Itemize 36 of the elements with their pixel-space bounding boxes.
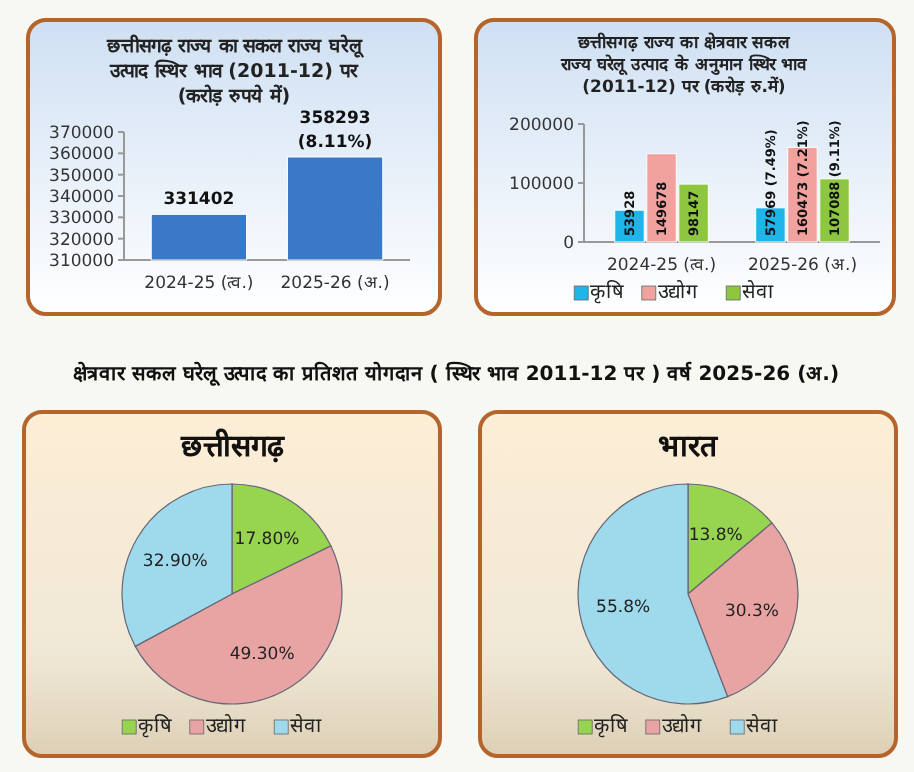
y-tick-label: 100000	[509, 174, 574, 195]
chart-title: छत्तीसगढ़ राज्य का क्षेत्रवार सकल राज्य घरेलू उत्पाद के अनुमान स्थिर भाव (2011-12) पर (करोड़ रु.में)	[559, 32, 809, 98]
x-tick-label: 2024-25 (त्व.)	[144, 274, 254, 294]
legend-label: उद्योग	[205, 714, 246, 738]
x-tick-label: 2024-25 (त्व.)	[606, 256, 717, 276]
data-label: 13.8%	[688, 526, 743, 547]
data-label: 358293 (8.11%)	[297, 108, 373, 153]
y-tick-label: 360000	[49, 145, 114, 166]
legend-label: कृषि	[594, 714, 629, 738]
data-label: 17.80%	[234, 530, 300, 550]
data-label: 55.8%	[596, 598, 651, 619]
y-tick-label: 330000	[49, 209, 114, 230]
y-tick-label: 310000	[49, 251, 114, 272]
chart-title: छत्तीसगढ़ राज्य का सकल राज्य घरेलू उत्पाद स्थिर भाव (2011-12) पर (करोड़ रुपये में)	[105, 34, 365, 108]
legend-label: उद्योग	[661, 714, 702, 738]
legend-label: सेवा	[746, 714, 779, 738]
chart-title: छत्तीसगढ़	[179, 428, 285, 464]
legend-label: कृषि	[590, 280, 625, 304]
legend-label: कृषि	[138, 714, 173, 738]
legend-label: सेवा	[742, 280, 775, 304]
y-tick-label: 0	[563, 233, 574, 254]
data-label: 32.90%	[142, 552, 208, 573]
y-tick-label: 320000	[49, 230, 114, 251]
x-tick-label: 2025-26 (अ.)	[747, 256, 858, 276]
y-tick-label: 370000	[49, 123, 114, 144]
y-tick-label: 350000	[49, 166, 114, 187]
x-tick-label: 2025-26 (अ.)	[280, 274, 390, 294]
text: क्षेत्रवार सकल घरेलू उत्पाद का प्रतिशत योगदान ( स्थिर भाव 2011-12 पर ) वर्ष 2025-26 (अ.)	[72, 360, 840, 388]
series-label: उद्योग	[657, 280, 698, 304]
data-label: 49.30%	[229, 644, 295, 665]
y-tick-label: 340000	[49, 187, 114, 208]
chart-title: भारत	[658, 428, 720, 464]
y-tick-label: 200000	[509, 115, 574, 136]
legend-label: सेवा	[290, 714, 323, 738]
data-label: 30.3%	[724, 602, 779, 623]
data-label: 331402	[163, 190, 235, 211]
